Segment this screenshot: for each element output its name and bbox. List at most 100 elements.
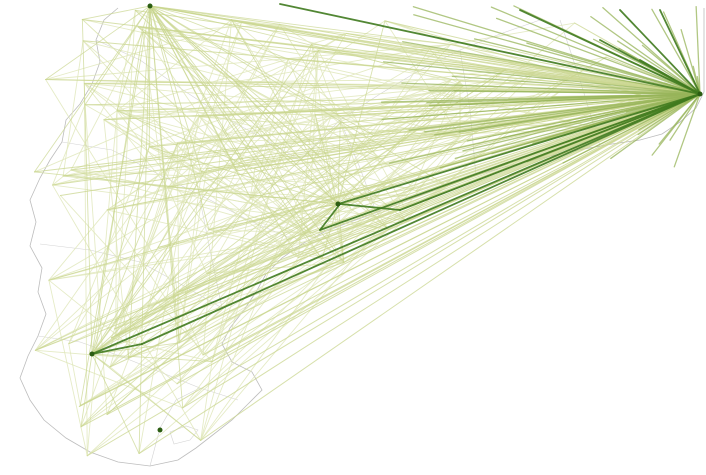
flow-line	[116, 110, 316, 116]
flow-line	[638, 93, 701, 100]
flow-line	[182, 93, 701, 409]
flow-line	[149, 5, 390, 230]
flow-line	[78, 228, 390, 407]
flow-line	[45, 79, 178, 294]
flow-line	[206, 158, 381, 274]
flow-line	[337, 187, 414, 205]
flow-line	[319, 93, 701, 231]
flow-line	[434, 93, 701, 136]
flow-line	[45, 5, 151, 80]
flow-line	[680, 28, 701, 95]
flow-line	[68, 343, 81, 406]
flow-line	[408, 93, 701, 131]
flow-line	[91, 353, 202, 441]
flow-line	[109, 229, 210, 368]
flow-line	[178, 44, 452, 344]
flow-line	[451, 75, 701, 95]
flow-line	[202, 228, 390, 356]
flow-line	[176, 209, 352, 294]
flow-line	[34, 50, 319, 173]
flow-line	[149, 5, 323, 260]
flow-line	[80, 353, 93, 428]
flow-line	[412, 93, 701, 189]
flow-line	[115, 261, 345, 337]
flow-line	[617, 40, 701, 95]
flow-line	[337, 122, 341, 205]
flow-line	[337, 20, 386, 205]
flow-line	[48, 135, 461, 281]
flow-line	[149, 5, 452, 45]
flow-line	[81, 18, 701, 95]
flow-line	[231, 19, 347, 34]
flow-line	[590, 15, 701, 95]
flow-line	[81, 19, 93, 355]
flow-line	[91, 353, 140, 454]
flow-line	[52, 104, 86, 186]
flow-line	[106, 203, 339, 415]
flow-line	[167, 113, 252, 188]
flow-line	[52, 169, 72, 186]
flow-line	[610, 93, 701, 160]
inner-boundary-7	[199, 199, 223, 309]
flow-line	[149, 5, 448, 187]
flow-line	[34, 349, 184, 409]
flow-line	[91, 196, 337, 355]
flow-line	[115, 93, 701, 337]
flow-line	[142, 32, 238, 172]
hub-markers	[89, 3, 703, 433]
flow-line	[389, 93, 701, 164]
flow-line	[659, 9, 701, 95]
flow-line	[311, 43, 701, 95]
flow-line	[110, 337, 213, 363]
flow-line	[279, 3, 701, 95]
flow-line	[641, 44, 701, 95]
flow-line	[337, 93, 701, 205]
flow-line	[48, 207, 319, 281]
flow-line	[91, 343, 143, 355]
flow-line	[319, 203, 341, 231]
flow-line	[519, 9, 701, 95]
flow-line	[62, 40, 84, 177]
flow-line	[176, 93, 701, 385]
flow-line	[149, 5, 289, 60]
flow-line	[454, 93, 701, 160]
flow-line	[106, 113, 252, 211]
flow-line	[103, 119, 129, 359]
flow-line	[651, 8, 701, 95]
flow-line	[91, 32, 144, 355]
flow-line	[48, 228, 390, 281]
flow-line	[149, 5, 180, 344]
flow-line	[148, 5, 151, 148]
flow-line	[149, 5, 506, 70]
flow-line	[52, 114, 316, 186]
flow-line	[202, 93, 701, 356]
flow-line	[149, 5, 311, 234]
north-hub-marker	[147, 3, 153, 9]
flow-line	[337, 194, 408, 205]
flow-line	[138, 93, 701, 455]
flow-line	[91, 353, 111, 368]
flow-line	[428, 90, 701, 95]
central-hub-marker	[335, 201, 341, 207]
flow-line	[70, 169, 390, 230]
flow-line	[673, 93, 701, 168]
flow-line	[134, 9, 701, 95]
flow-line	[60, 195, 213, 363]
flow-line	[157, 209, 352, 248]
southwest-hub-marker	[89, 351, 95, 357]
flow-line	[279, 23, 701, 95]
flow-line	[86, 93, 701, 457]
flow-line	[234, 81, 345, 263]
flow-line	[91, 122, 341, 355]
flow-line	[231, 19, 339, 205]
flow-line	[241, 21, 701, 95]
flow-line	[339, 203, 401, 211]
flow-line	[402, 41, 701, 95]
flow-line	[176, 203, 339, 294]
flow-line	[200, 93, 701, 441]
inner-boundary-6	[339, 119, 375, 207]
flow-line	[149, 5, 281, 25]
flow-line	[137, 26, 339, 205]
flow-line	[127, 342, 180, 359]
flow-line	[638, 93, 701, 131]
